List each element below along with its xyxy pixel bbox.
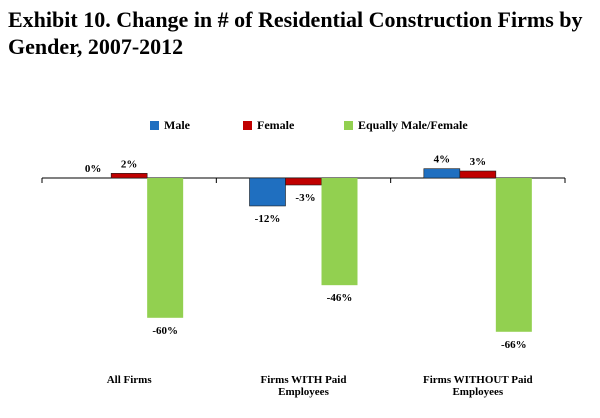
- data-label-equally-0: -60%: [152, 325, 178, 337]
- data-label-male-0: 0%: [85, 163, 102, 175]
- category-label-2: Employees: [452, 386, 503, 398]
- legend-swatch-equally: [344, 121, 353, 130]
- bar-female-1: [285, 177, 322, 186]
- legend-label-male: Male: [164, 118, 190, 132]
- bar-female-2: [459, 170, 497, 179]
- data-label-female-1: -3%: [295, 192, 315, 204]
- data-label-male-1: -12%: [255, 213, 281, 225]
- chart-title-line-1: Exhibit 10. Change in # of Residential C…: [8, 7, 583, 32]
- category-label-0: All Firms: [107, 374, 153, 386]
- category-label-2: Firms WITHOUT Paid: [423, 374, 533, 386]
- bar-equally-1: [321, 178, 358, 286]
- chart-title: Exhibit 10. Change in # of Residential C…: [8, 6, 598, 60]
- legend-item-equally: Equally Male/Female: [344, 118, 468, 133]
- bar-male-1: [249, 177, 286, 207]
- legend-item-female: Female: [243, 118, 294, 133]
- legend-label-equally: Equally Male/Female: [358, 118, 468, 132]
- data-label-female-2: 3%: [470, 156, 487, 168]
- data-label-female-0: 2%: [121, 158, 138, 170]
- data-label-equally-1: -46%: [327, 292, 353, 304]
- bar-equally-0: [147, 178, 184, 318]
- data-label-male-2: 4%: [434, 154, 451, 166]
- category-label-1: Firms WITH Paid: [261, 374, 347, 386]
- bar-female-0: [110, 173, 148, 179]
- legend-swatch-male: [150, 121, 159, 130]
- category-label-1: Employees: [278, 386, 329, 398]
- legend-label-female: Female: [257, 118, 295, 132]
- bar-male-2: [423, 168, 461, 179]
- bar-equally-2: [495, 178, 532, 332]
- legend-item-male: Male: [150, 118, 190, 133]
- chart-title-line-2: Gender, 2007-2012: [8, 34, 184, 59]
- legend-swatch-female: [243, 121, 252, 130]
- data-label-equally-2: -66%: [501, 339, 527, 351]
